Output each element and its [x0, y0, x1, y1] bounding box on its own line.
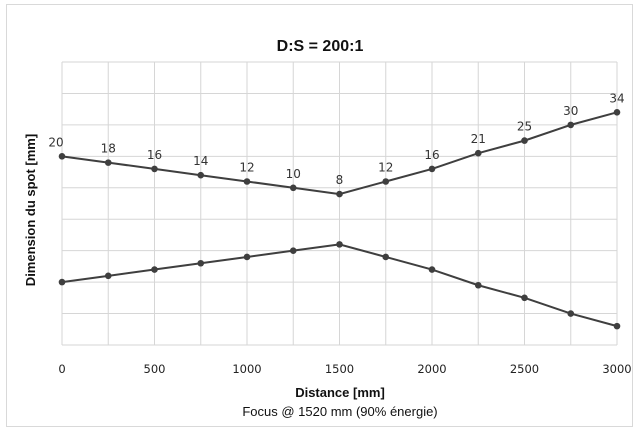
x-tick-label-0: 0 [58, 362, 65, 376]
point-0-10 [521, 137, 528, 144]
chart-title: D:S = 200:1 [277, 38, 364, 55]
point-1-0 [58, 278, 66, 286]
plot-series [58, 109, 621, 330]
x-tick-label-3: 1500 [325, 362, 354, 376]
data-label-11: 30 [563, 104, 578, 118]
data-label-4: 12 [239, 160, 254, 174]
point-1-7 [382, 253, 390, 261]
point-1-10 [521, 294, 528, 302]
point-0-8 [428, 165, 436, 173]
point-0-7 [382, 178, 390, 185]
data-label-10: 25 [517, 120, 532, 134]
point-1-8 [428, 266, 436, 273]
point-1-6 [336, 241, 343, 248]
data-label-5: 10 [286, 167, 301, 181]
point-0-3 [197, 171, 205, 179]
point-1-2 [151, 266, 158, 273]
data-label-1: 18 [101, 142, 116, 156]
data-label-12: 34 [609, 91, 624, 105]
data-label-7: 12 [378, 160, 393, 174]
data-label-6: 8 [336, 173, 344, 187]
data-label-9: 21 [471, 132, 486, 146]
data-label-2: 16 [147, 148, 162, 162]
point-0-6 [336, 190, 343, 198]
point-0-4 [243, 178, 251, 185]
data-labels: 20 18 16 14 12 10 8 12 16 21 25 30 34 [48, 91, 624, 187]
point-1-1 [104, 272, 112, 280]
point-0-12 [613, 109, 621, 116]
data-label-0: 20 [48, 135, 63, 149]
point-1-3 [197, 259, 205, 267]
x-tick-labels: 0 500 1000 1500 2000 2500 3000 [58, 362, 631, 376]
x-tick-label-1: 500 [144, 362, 166, 376]
point-1-9 [474, 281, 482, 289]
x-tick-label-5: 2500 [510, 362, 539, 376]
point-1-11 [567, 310, 575, 317]
x-axis-label: Distance [mm] [295, 385, 385, 400]
x-tick-label-6: 3000 [602, 362, 631, 376]
point-0-11 [567, 121, 575, 129]
point-0-0 [58, 153, 66, 160]
point-0-9 [474, 149, 482, 157]
point-0-1 [104, 159, 112, 166]
y-axis-label: Dimension du spot [mm] [23, 134, 38, 286]
point-1-12 [613, 322, 621, 330]
data-label-3: 14 [193, 154, 208, 168]
chart-caption: Focus @ 1520 mm (90% énergie) [242, 404, 437, 419]
x-tick-label-4: 2000 [417, 362, 446, 376]
point-1-5 [289, 247, 297, 254]
point-1-4 [243, 253, 251, 261]
data-label-8: 16 [424, 148, 439, 162]
x-tick-label-2: 1000 [232, 362, 261, 376]
chart-frame [6, 4, 633, 427]
plot-grid [61, 61, 618, 346]
point-0-2 [151, 165, 158, 173]
point-0-5 [289, 184, 297, 192]
